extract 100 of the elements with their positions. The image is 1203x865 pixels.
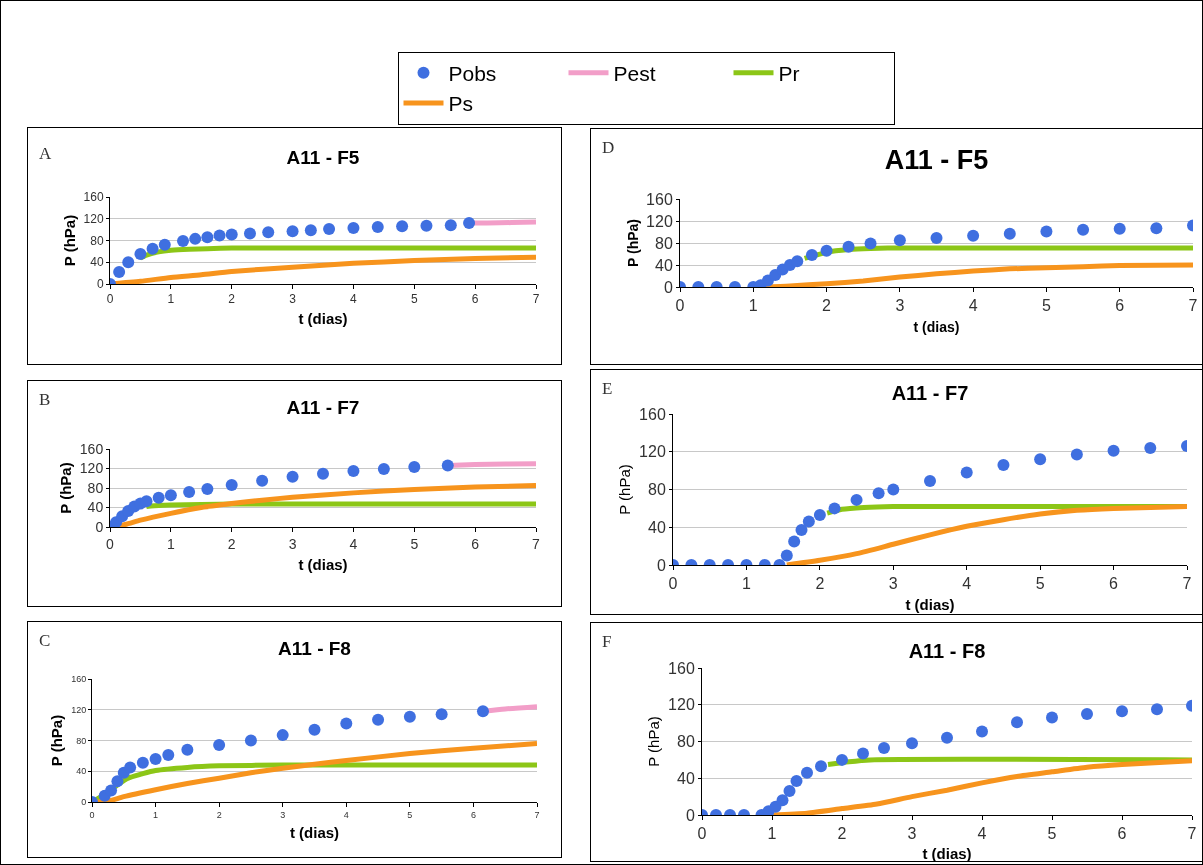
point xyxy=(842,240,855,253)
point xyxy=(1150,222,1163,235)
point xyxy=(403,710,416,723)
x-tick-label: 1 xyxy=(748,297,758,315)
point xyxy=(967,229,980,242)
x-tick-label: 7 xyxy=(1182,575,1192,593)
x-tick-label: 2 xyxy=(228,292,236,307)
x-tick-label: 5 xyxy=(1035,575,1045,593)
point xyxy=(149,752,162,765)
y-tick-label: 80 xyxy=(655,234,673,252)
y-tick-label: 0 xyxy=(656,556,666,574)
x-tick-label: 2 xyxy=(216,809,222,820)
point xyxy=(1144,441,1157,454)
point xyxy=(244,734,257,747)
point xyxy=(308,723,321,736)
point xyxy=(158,238,171,251)
point xyxy=(183,485,196,498)
x-tick-label: 2 xyxy=(837,825,847,843)
point xyxy=(317,467,329,480)
x-axis-title: t (dias) xyxy=(905,596,955,614)
point xyxy=(441,459,454,472)
point xyxy=(463,217,476,230)
point xyxy=(111,775,124,788)
point xyxy=(941,731,953,744)
x-tick-label: 6 xyxy=(470,809,476,820)
point xyxy=(134,248,147,261)
point xyxy=(152,491,165,504)
chart-title: A11 - F5 xyxy=(286,146,360,168)
y-tick-label: 40 xyxy=(87,499,104,516)
point xyxy=(790,775,803,787)
y-axis-title: P (hPa) xyxy=(616,464,634,515)
point xyxy=(340,717,353,730)
text: B xyxy=(39,390,51,409)
y-tick-label: 120 xyxy=(79,460,104,477)
point xyxy=(872,487,885,500)
point xyxy=(371,220,384,233)
y-tick-label: 160 xyxy=(83,190,104,205)
point xyxy=(813,508,826,521)
point xyxy=(201,231,214,244)
x-axis-title: t (dias) xyxy=(298,555,348,573)
point xyxy=(476,705,489,718)
point xyxy=(140,495,153,508)
x-tick-label: 1 xyxy=(767,825,777,843)
point xyxy=(776,794,789,807)
chart-title: A11 - F7 xyxy=(286,396,360,418)
text: A xyxy=(39,144,52,163)
x-tick-label: 6 xyxy=(471,292,479,307)
x-tick-label: 1 xyxy=(153,809,159,820)
y-tick-label: 40 xyxy=(655,256,673,274)
point xyxy=(162,749,175,762)
point xyxy=(864,237,877,250)
y-tick-label: 160 xyxy=(639,405,666,423)
x-tick-label: 7 xyxy=(532,535,541,552)
x-tick-label: 5 xyxy=(1041,297,1051,315)
point xyxy=(805,249,818,262)
point xyxy=(347,221,360,234)
x-tick-label: 4 xyxy=(962,575,972,593)
x-tick-label: 6 xyxy=(471,535,480,552)
point xyxy=(225,228,238,241)
point xyxy=(1107,444,1120,457)
chart-title: A11 - F8 xyxy=(278,637,351,659)
y-tick-label: 160 xyxy=(71,674,87,685)
y-tick-label: 40 xyxy=(648,518,666,536)
point xyxy=(347,464,360,477)
x-tick-label: 3 xyxy=(288,535,297,552)
y-axis-title: P (hPa) xyxy=(624,219,641,267)
text: C xyxy=(39,631,51,650)
point xyxy=(136,756,149,769)
y-tick-label: 160 xyxy=(668,659,695,677)
text: E xyxy=(602,379,613,398)
point xyxy=(122,256,135,269)
x-tick-label: 5 xyxy=(410,292,418,307)
point xyxy=(408,461,421,474)
x-tick-label: 7 xyxy=(532,292,540,307)
x-tick-label: 4 xyxy=(350,292,358,307)
y-tick-label: 80 xyxy=(87,479,104,496)
point xyxy=(181,743,194,756)
y-tick-label: 120 xyxy=(668,696,695,714)
point xyxy=(801,766,813,779)
point xyxy=(1151,703,1163,716)
y-tick-label: 120 xyxy=(639,443,666,461)
point xyxy=(213,229,226,242)
x-tick-label: 3 xyxy=(289,292,297,307)
point xyxy=(1070,448,1083,461)
x-tick-label: 7 xyxy=(534,809,540,820)
y-tick-label: 40 xyxy=(76,766,87,777)
x-tick-label: 0 xyxy=(106,292,114,307)
y-axis-title: P (hPa) xyxy=(48,714,66,767)
point xyxy=(828,502,841,515)
chart-title: A11 - F7 xyxy=(891,382,969,404)
point xyxy=(213,739,226,752)
point xyxy=(286,470,299,483)
point xyxy=(124,761,137,774)
point xyxy=(420,219,433,232)
point xyxy=(802,515,815,528)
point xyxy=(164,489,177,502)
point xyxy=(791,255,804,268)
x-tick-label: 4 xyxy=(343,809,349,820)
x-axis-title: t (dias) xyxy=(289,823,340,841)
y-tick-label: 120 xyxy=(71,704,87,715)
